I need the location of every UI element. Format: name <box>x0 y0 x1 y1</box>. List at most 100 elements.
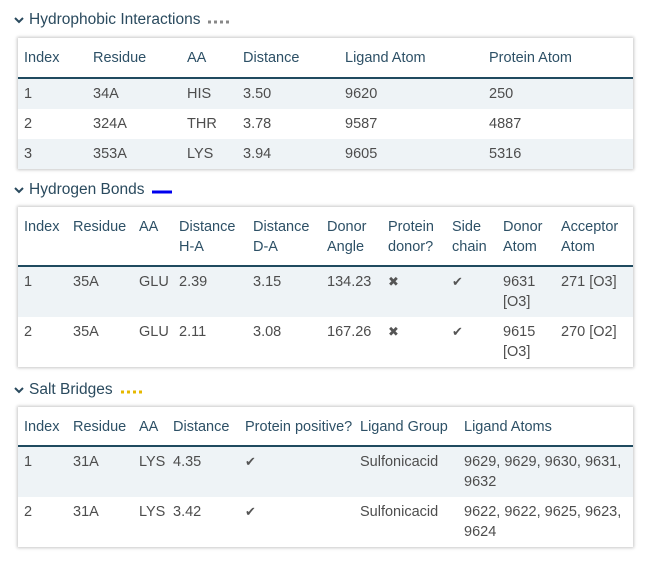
table-cell: 4.35 <box>167 446 239 497</box>
table-cell: Sulfonicacid <box>354 446 458 497</box>
column-header[interactable]: Residue <box>67 407 133 447</box>
column-header[interactable]: Ligand Atoms <box>458 407 633 447</box>
table-row: 1 31A LYS 4.35 ✔ Sulfonicacid 9629, 9629, 9630… <box>18 446 633 497</box>
table-cell: 2 <box>24 116 33 132</box>
salt-bridges-section-toggle[interactable]: Salt Bridges <box>14 381 143 399</box>
column-header[interactable]: Distance D-A <box>247 207 321 267</box>
table-row: 2 31A LYS 3.42 ✔ Sulfonicacid 9622, 9622, 9625… <box>18 497 633 547</box>
table-header-row: Index Residue AA Distance Protein positive? L… <box>18 407 633 447</box>
column-header[interactable]: Donor Atom <box>497 207 555 267</box>
column-header[interactable]: Index <box>18 207 67 267</box>
table-cell: 250 <box>483 78 633 109</box>
column-header[interactable]: Ligand Group <box>354 407 458 447</box>
table-row: 1 34A HIS 3.50 9620 250 <box>18 78 633 109</box>
table-cell: LYS <box>139 504 166 520</box>
table-cell: 3.94 <box>237 139 339 169</box>
table-header-row: Index Residue AA Distance Ligand Atom Protein… <box>18 38 633 79</box>
table-cell: 3.15 <box>247 266 321 317</box>
chevron-down-icon <box>14 385 25 396</box>
table-cell: 5316 <box>483 139 633 169</box>
table-row: 3 353A LYS 3.94 9605 5316 <box>18 139 633 169</box>
table-row: 1 35A GLU 2.39 3.15 134.23 ✖ ✔ 9631 [O3] 271 [O3] <box>18 266 633 317</box>
table-cell: 9622, 9622, 9625, 9623, 9624 <box>464 504 622 540</box>
table-cell: 3 <box>18 139 87 169</box>
column-header[interactable]: Protein donor? <box>382 207 446 267</box>
hydrogen-bonds-section-toggle[interactable]: Hydrogen Bonds <box>14 181 173 199</box>
column-header[interactable]: Residue <box>87 38 181 79</box>
column-header[interactable]: AA <box>133 407 167 447</box>
table-cell: 9631 [O3] <box>497 266 555 317</box>
table-cell: THR <box>187 116 217 132</box>
section-title: Salt Bridges <box>29 381 113 398</box>
column-header[interactable]: Index <box>18 38 87 79</box>
column-header[interactable]: Distance H-A <box>173 207 247 267</box>
table-cell: 31A <box>67 446 133 497</box>
hydrophobic-interactions-section-toggle[interactable]: Hydrophobic Interactions <box>14 11 231 29</box>
column-header[interactable]: Acceptor Atom <box>555 207 633 267</box>
column-header[interactable]: AA <box>181 38 237 79</box>
column-header[interactable]: Distance <box>167 407 239 447</box>
table-cell: 2 <box>24 504 33 520</box>
table-cell: HIS <box>181 78 237 109</box>
table-cell: 1 <box>18 266 67 317</box>
check-icon: ✔ <box>245 504 256 519</box>
table-cell: 9587 <box>345 116 378 132</box>
column-header[interactable]: Residue <box>67 207 133 267</box>
table-cell: GLU <box>133 266 173 317</box>
chevron-down-icon <box>14 15 25 26</box>
check-icon: ✔ <box>446 266 497 317</box>
cross-icon: ✖ <box>388 324 399 339</box>
table-cell: 1 <box>18 446 67 497</box>
table-cell: 3.08 <box>253 324 282 340</box>
section-title: Hydrophobic Interactions <box>29 11 201 28</box>
table-cell: 9629, 9629, 9630, 9631, 9632 <box>458 446 633 497</box>
line-style-legend-icon <box>120 381 143 399</box>
column-header[interactable]: Distance <box>237 38 339 79</box>
table-cell: 4887 <box>489 116 522 132</box>
table-row: 2 324A THR 3.78 9587 4887 <box>18 109 633 139</box>
table-cell: 134.23 <box>321 266 382 317</box>
column-header[interactable]: Protein Atom <box>483 38 633 79</box>
table-cell: Sulfonicacid <box>360 504 439 520</box>
table-cell: 35A <box>67 266 133 317</box>
table-cell: 270 [O2] <box>561 324 617 340</box>
chevron-down-icon <box>14 185 25 196</box>
table-cell: 9620 <box>339 78 483 109</box>
table-row: 2 35A GLU 2.11 3.08 167.26 ✖ ✔ 9615 [O3] 270 [O2] <box>18 317 633 367</box>
hydrophobic-interactions-table: Index Residue AA Distance Ligand Atom Protein… <box>18 38 633 169</box>
column-header[interactable]: Ligand Atom <box>339 38 483 79</box>
column-header[interactable]: Donor Angle <box>321 207 382 267</box>
table-cell: 353A <box>87 139 181 169</box>
table-cell: 324A <box>93 116 127 132</box>
table-cell: 3.42 <box>173 504 202 520</box>
cross-icon: ✖ <box>382 266 446 317</box>
check-icon: ✔ <box>239 446 354 497</box>
line-style-legend-icon <box>208 11 231 29</box>
table-cell: 2.39 <box>173 266 247 317</box>
column-header[interactable]: Index <box>18 407 67 447</box>
salt-bridges-table: Index Residue AA Distance Protein positive? L… <box>18 407 633 547</box>
table-cell: 3.50 <box>237 78 339 109</box>
table-cell: 1 <box>18 78 87 109</box>
table-header-row: Index Residue AA Distance H-A Distance D-A Do… <box>18 207 633 267</box>
table-cell: 2.11 <box>179 324 207 340</box>
table-cell: 35A <box>73 324 99 340</box>
check-icon: ✔ <box>452 324 463 339</box>
column-header[interactable]: Protein positive? <box>239 407 354 447</box>
table-cell: LYS <box>133 446 167 497</box>
table-cell: 2 <box>24 324 33 340</box>
table-cell: 31A <box>73 504 99 520</box>
table-cell: 3.78 <box>243 116 272 132</box>
table-cell: 271 [O3] <box>555 266 633 317</box>
column-header[interactable]: Side chain <box>446 207 497 267</box>
hydrogen-bonds-table: Index Residue AA Distance H-A Distance D-A Do… <box>18 207 633 367</box>
table-cell: 34A <box>87 78 181 109</box>
table-cell: 9605 <box>339 139 483 169</box>
section-title: Hydrogen Bonds <box>29 181 145 198</box>
table-cell: 9615 [O3] <box>503 324 536 360</box>
table-cell: GLU <box>139 324 169 340</box>
line-style-legend-icon <box>152 181 173 199</box>
table-cell: LYS <box>181 139 237 169</box>
table-cell: 167.26 <box>327 324 372 340</box>
column-header[interactable]: AA <box>133 207 173 267</box>
